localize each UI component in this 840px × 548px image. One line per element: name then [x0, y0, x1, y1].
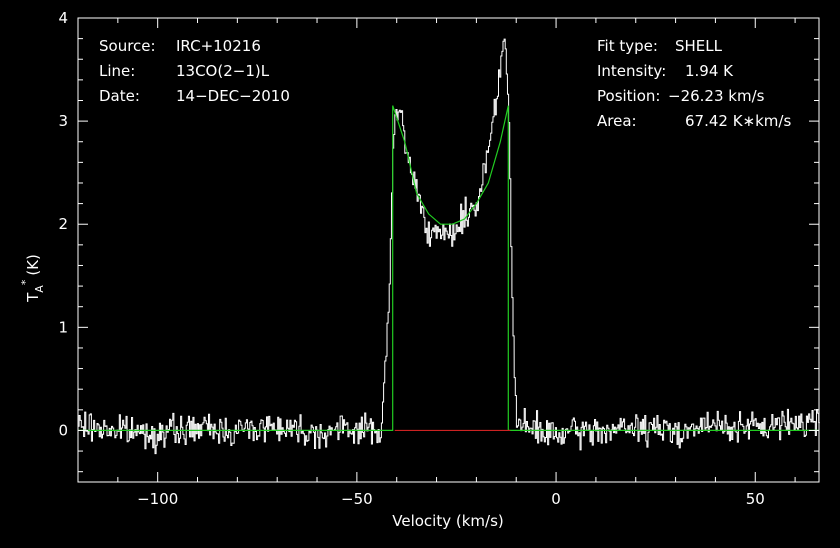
info-area-label: Area:: [597, 112, 637, 130]
axis-tick-labels: −100 −50 0 50 0 1 2 3 4: [58, 9, 764, 508]
info-intensity-label: Intensity:: [597, 62, 666, 80]
x-tick-label: 50: [746, 490, 765, 508]
y-axis-label-subscript: A: [33, 285, 46, 293]
info-line-label: Line:: [99, 62, 135, 80]
x-tick-label: −100: [137, 490, 178, 508]
info-block-left: Source: IRC+10216 Line: 13CO(2−1)L Date:…: [99, 37, 290, 105]
y-tick-label: 0: [58, 421, 68, 439]
info-source-value: IRC+10216: [176, 37, 261, 55]
y-axis-label-symbol: T: [24, 292, 42, 303]
info-intensity-value: 1.94 K: [685, 62, 734, 80]
y-tick-label: 2: [58, 215, 68, 233]
spectrum-line: [78, 38, 820, 455]
y-axis-label-unit: (K): [24, 254, 42, 276]
shell-fit-line: [78, 105, 819, 431]
y-tick-label: 1: [58, 318, 68, 336]
svg-text:TA*(K): TA* (K): [19, 254, 46, 303]
x-tick-label: −50: [341, 490, 373, 508]
info-block-right: Fit type: SHELL Intensity: 1.94 K Positi…: [597, 37, 791, 130]
plot-area: [78, 38, 820, 455]
info-position-value: −26.23 km/s: [668, 87, 765, 105]
y-axis-label-superscript: *: [19, 279, 32, 285]
info-line-value: 13CO(2−1)L: [176, 62, 270, 80]
info-date-value: 14−DEC−2010: [176, 87, 290, 105]
info-fit-type-label: Fit type:: [597, 37, 658, 55]
axis-ticks: [77, 17, 819, 482]
y-tick-label: 3: [58, 112, 68, 130]
x-axis-label: Velocity (km/s): [392, 512, 503, 530]
info-position-label: Position:: [597, 87, 660, 105]
axes-frame: [77, 17, 820, 483]
info-area-value: 67.42 K∗km/s: [685, 112, 791, 130]
y-axis-label: TA* (K): [19, 254, 46, 303]
info-date-label: Date:: [99, 87, 140, 105]
info-source-label: Source:: [99, 37, 156, 55]
x-tick-label: 0: [551, 490, 561, 508]
info-fit-type-value: SHELL: [675, 37, 723, 55]
y-tick-label: 4: [58, 9, 68, 27]
